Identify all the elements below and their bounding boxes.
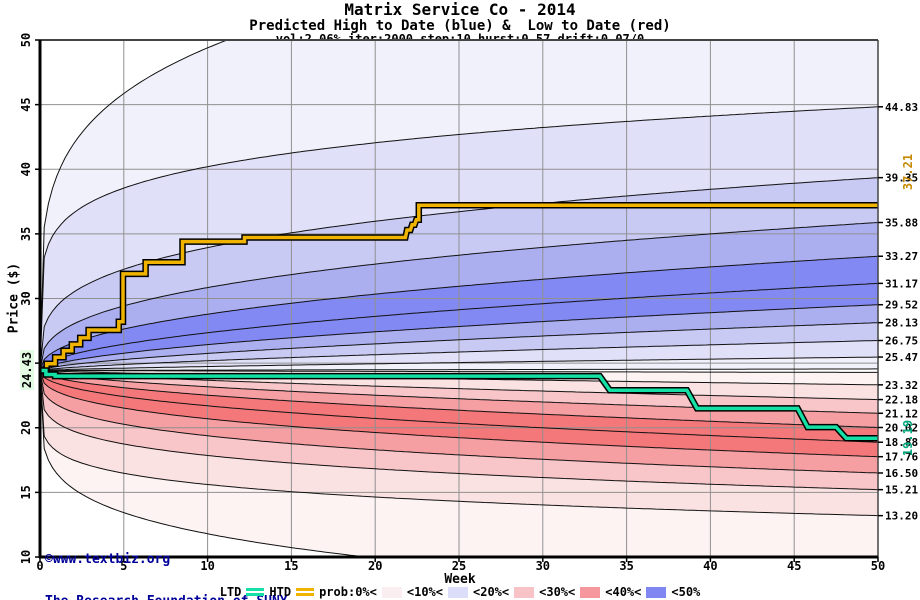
fan-boundary-line bbox=[40, 304, 878, 371]
right-axis-label: 33.27 bbox=[885, 250, 918, 263]
fan-band bbox=[40, 370, 878, 443]
start-price-label: 24.43 bbox=[20, 349, 34, 391]
fan-boundary-line bbox=[40, 370, 878, 443]
right-axis-label: 44.83 bbox=[885, 101, 918, 114]
fan-boundary-line bbox=[40, 370, 878, 428]
ltd-line bbox=[40, 368, 878, 440]
legend-color-swatch bbox=[514, 586, 535, 598]
step-lines bbox=[40, 202, 878, 442]
fan-boundary-line bbox=[40, 370, 878, 474]
right-axis-label: 23.32 bbox=[885, 379, 918, 392]
fan-boundary-line bbox=[40, 255, 878, 371]
legend-label: <10%< bbox=[406, 585, 443, 599]
watermark-line1: ©www.textbiz.org bbox=[45, 552, 171, 567]
right-axis-label: 16.50 bbox=[885, 467, 918, 480]
legend-color-swatch bbox=[580, 586, 601, 598]
fan-boundary-line bbox=[40, 282, 878, 371]
right-axis-label: 22.18 bbox=[885, 394, 918, 407]
fan-boundary-line bbox=[40, 106, 878, 371]
fan-band bbox=[40, 283, 878, 371]
x-tick-label: 50 bbox=[871, 559, 885, 573]
legend-label: HTD bbox=[269, 585, 292, 599]
axes: 0 5 10 15 20 25 30 35 40 45 50 10 15 20 30 35 40 45 50 44.8… bbox=[19, 33, 918, 573]
htd-line bbox=[40, 203, 878, 373]
fan-band bbox=[40, 370, 878, 557]
right-axis-label: 15.21 bbox=[885, 484, 918, 497]
fan-band bbox=[40, 177, 878, 371]
fan-boundary-line bbox=[40, 222, 878, 371]
fan-boundary-line bbox=[40, 370, 878, 491]
fan-band bbox=[40, 222, 878, 371]
fan-boundary-line bbox=[40, 370, 878, 458]
watermark-line2: The Research Foundation of SUNY bbox=[45, 595, 288, 600]
right-axis-label: 21.12 bbox=[885, 407, 918, 420]
x-axis-title: Week bbox=[444, 572, 476, 587]
right-axis-label: 25.47 bbox=[885, 351, 918, 364]
chart-title: Matrix Service Co - 2014 bbox=[344, 0, 576, 19]
legend-label: <20%< bbox=[473, 585, 510, 599]
fan-boundary-line bbox=[40, 40, 229, 371]
fan-boundary-line bbox=[40, 322, 878, 371]
fan-boundary-line bbox=[40, 370, 878, 517]
htd-final-value-label: 37.21 bbox=[901, 153, 915, 191]
y-tick-label: 15 bbox=[19, 485, 33, 499]
legend-label: <40%< bbox=[605, 585, 642, 599]
x-tick-label: 35 bbox=[619, 559, 633, 573]
y-tick-label: 20 bbox=[19, 421, 33, 435]
x-tick-label: 40 bbox=[703, 559, 717, 573]
y-tick-label: 30 bbox=[19, 291, 33, 305]
fan-boundary-line bbox=[40, 356, 878, 371]
x-tick-label: 30 bbox=[536, 559, 550, 573]
legend-label: <30%< bbox=[539, 585, 576, 599]
legend-color-swatch bbox=[448, 586, 468, 598]
fan-band bbox=[40, 370, 878, 516]
right-axis-label: 29.52 bbox=[885, 299, 918, 312]
legend-label: LTD bbox=[219, 585, 242, 599]
fan-band bbox=[40, 256, 878, 371]
fan-band bbox=[40, 106, 878, 371]
fan-boundary-line bbox=[40, 340, 878, 371]
x-tick-label: 10 bbox=[200, 559, 214, 573]
legend-line-swatch bbox=[246, 588, 265, 596]
x-tick-label: 15 bbox=[284, 559, 298, 573]
x-tick-label: 25 bbox=[452, 559, 466, 573]
x-tick-label: 0 bbox=[36, 559, 43, 573]
watermark: ©www.textbiz.org The Research Foundation… bbox=[45, 525, 288, 600]
ltd-final-value-label: 19.19 bbox=[901, 419, 915, 457]
y-tick-label: 10 bbox=[19, 550, 33, 564]
legend: LTD HTD prob:0%< <10%< <20%< <30%< <40%< <50% bbox=[0, 585, 920, 599]
right-axis-label: 28.13 bbox=[885, 317, 918, 330]
y-tick-label: 35 bbox=[19, 227, 33, 241]
right-axis-label: 13.20 bbox=[885, 510, 918, 523]
fan-boundary-line bbox=[40, 368, 878, 371]
legend-label: prob:0%< bbox=[319, 585, 377, 599]
legend-color-swatch bbox=[381, 586, 402, 598]
right-axis-label: 18.88 bbox=[885, 436, 918, 449]
y-tick-label: 50 bbox=[19, 33, 33, 47]
right-axis-label: 20.02 bbox=[885, 421, 918, 434]
right-axis-label: 31.17 bbox=[885, 277, 918, 290]
legend-line-swatch bbox=[296, 588, 315, 596]
x-tick-label: 20 bbox=[368, 559, 382, 573]
legend-label: <50% bbox=[671, 585, 701, 599]
y-tick-label: 45 bbox=[19, 97, 33, 111]
x-tick-label: 45 bbox=[787, 559, 801, 573]
fan-band bbox=[40, 370, 878, 457]
fan-band bbox=[40, 40, 878, 371]
fan-boundary-line bbox=[40, 370, 878, 373]
right-axis-label: 35.88 bbox=[885, 217, 918, 230]
y-tick-label: 40 bbox=[19, 162, 33, 176]
right-axis-label: 17.76 bbox=[885, 451, 918, 464]
chart-subtitle: Predicted High to Date (blue) & Low to D… bbox=[249, 17, 671, 34]
right-axis-label: 39.35 bbox=[885, 172, 918, 185]
right-axis-label: 26.75 bbox=[885, 335, 918, 348]
legend-color-swatch bbox=[646, 586, 667, 598]
x-tick-label: 5 bbox=[120, 559, 127, 573]
y-axis-title: Price ($) bbox=[6, 262, 22, 334]
fan-boundary-line bbox=[40, 370, 371, 557]
